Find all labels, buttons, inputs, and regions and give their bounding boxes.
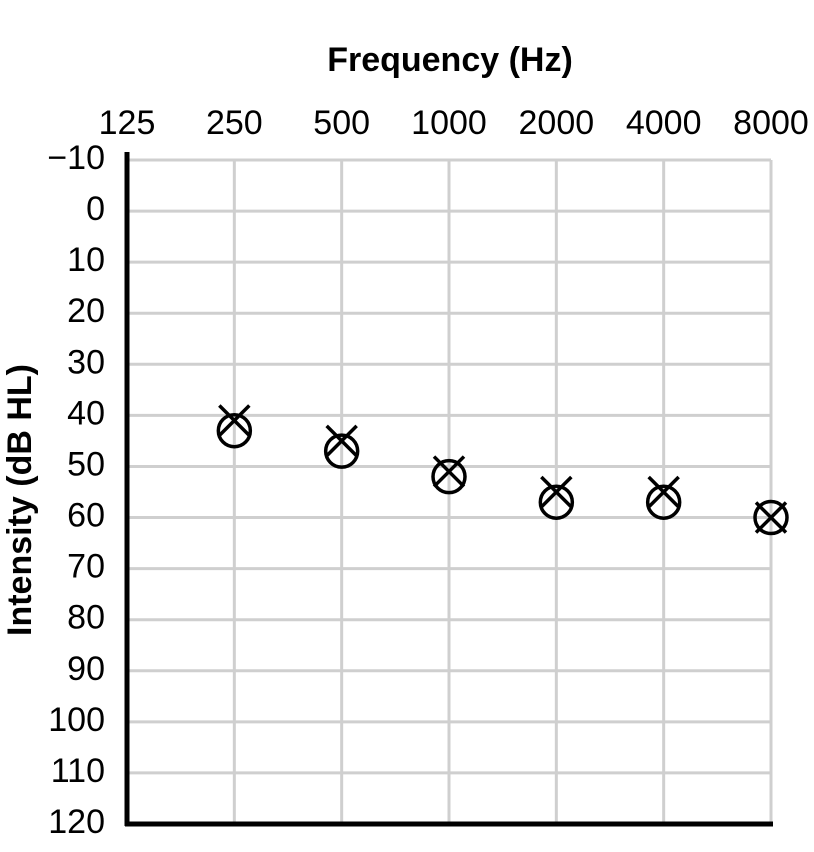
y-tick-label: 10 bbox=[67, 241, 105, 279]
marker-x bbox=[540, 475, 573, 509]
y-tick-label: 80 bbox=[67, 599, 105, 637]
y-tick-label: 120 bbox=[48, 803, 105, 841]
x-tick-label: 125 bbox=[99, 104, 156, 142]
marker-circle bbox=[753, 499, 789, 536]
marker-circle bbox=[431, 458, 467, 495]
x-tick-label: 4000 bbox=[626, 104, 702, 142]
x-tick-label: 250 bbox=[206, 104, 263, 142]
marker-circle bbox=[645, 484, 682, 520]
marker-x bbox=[325, 424, 358, 458]
y-tick-label: 60 bbox=[67, 497, 105, 535]
x-tick-label: 1000 bbox=[411, 104, 487, 142]
chart-title: Frequency (Hz) bbox=[327, 41, 573, 79]
marker-circle bbox=[538, 484, 575, 520]
marker-x bbox=[218, 404, 251, 437]
y-tick-label: 100 bbox=[48, 701, 105, 739]
y-tick-label: 90 bbox=[67, 650, 105, 688]
y-tick-label: 50 bbox=[67, 445, 105, 483]
y-tick-label: 30 bbox=[67, 343, 105, 381]
y-tick-label: 0 bbox=[86, 190, 105, 228]
marker-circle bbox=[216, 412, 253, 449]
y-axis-label: Intensity (dB HL) bbox=[1, 364, 39, 636]
x-tick-label: 8000 bbox=[733, 104, 809, 142]
marker-x bbox=[647, 475, 680, 509]
y-tick-label: 70 bbox=[67, 548, 105, 586]
y-tick-label: 20 bbox=[67, 292, 105, 330]
x-tick-label: 500 bbox=[313, 104, 370, 142]
y-tick-label: −10 bbox=[47, 139, 105, 177]
marker-x bbox=[432, 455, 466, 488]
y-tick-label: 110 bbox=[51, 752, 105, 790]
marker-x bbox=[754, 501, 788, 534]
marker-circle bbox=[323, 433, 360, 469]
x-tick-label: 2000 bbox=[519, 104, 595, 142]
y-tick-label: 40 bbox=[67, 394, 105, 432]
